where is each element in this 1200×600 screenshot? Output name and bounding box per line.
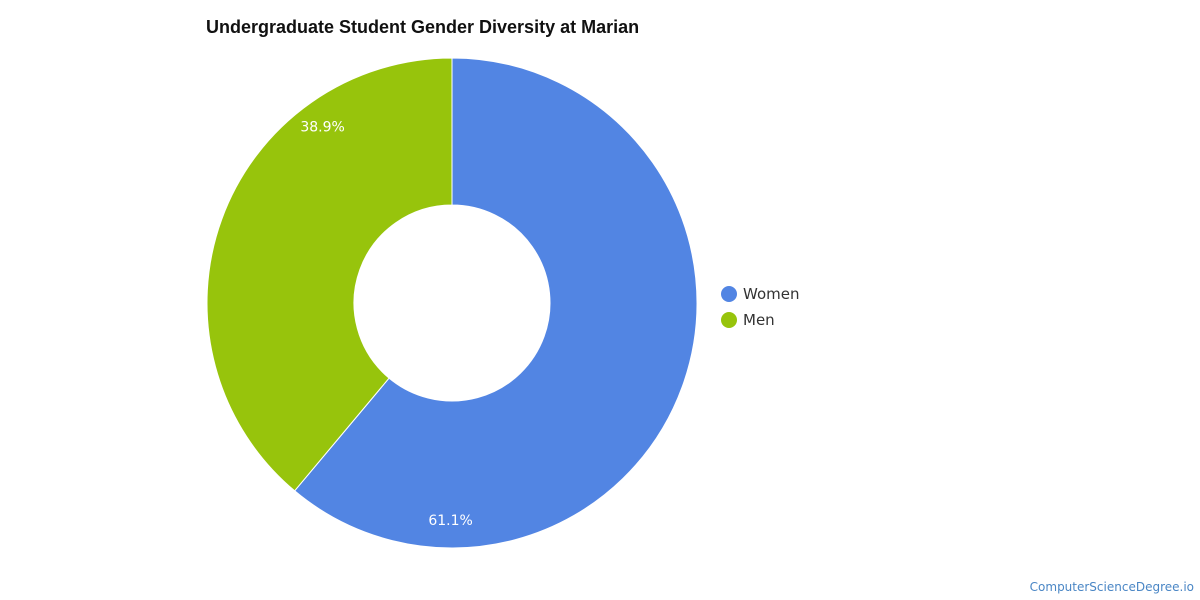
slice-women[interactable] [293, 57, 698, 549]
slice-label-women: 61.1% [428, 513, 472, 529]
chart-title: Undergraduate Student Gender Diversity a… [206, 17, 640, 37]
source-link[interactable]: ComputerScienceDegree.io [1029, 580, 1194, 594]
legend-swatch-men [721, 312, 737, 328]
slice-men[interactable] [206, 57, 453, 492]
legend-item-women[interactable]: Women [721, 281, 799, 307]
legend-label-women: Women [743, 285, 800, 303]
legend: Women Men [721, 281, 799, 333]
slice-label-men: 38.9% [300, 120, 344, 136]
legend-item-men[interactable]: Men [721, 307, 799, 333]
legend-swatch-women [721, 286, 737, 302]
legend-label-men: Men [743, 311, 775, 329]
